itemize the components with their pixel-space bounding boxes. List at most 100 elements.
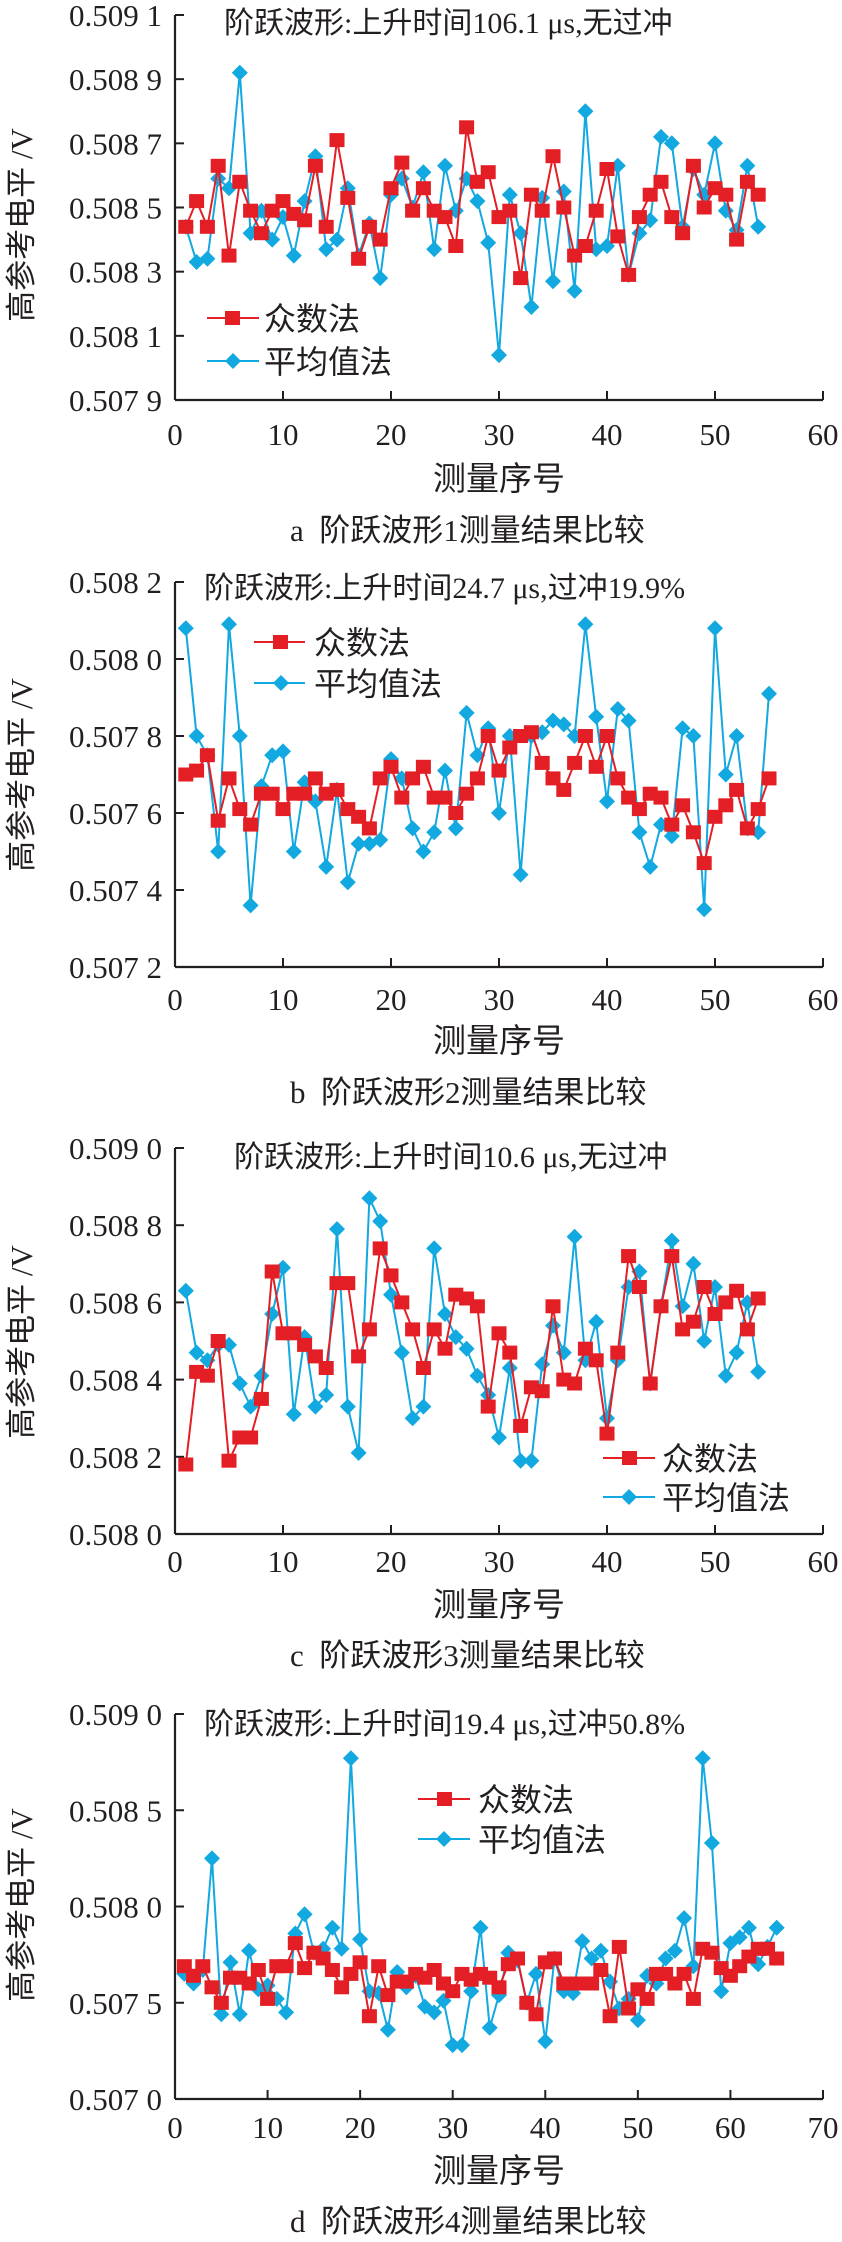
data-point-diamond: [361, 1190, 378, 1207]
data-point-diamond: [694, 1750, 711, 1767]
data-point-diamond: [372, 270, 389, 287]
data-point-diamond: [350, 835, 367, 852]
data-point-square: [437, 210, 453, 225]
axes: 0.507 0 0.507 5 0.508 0 0.508 5 0.509 0 0 10 20…: [69, 1697, 839, 2145]
data-point-square: [275, 194, 291, 209]
data-point-square: [351, 251, 367, 266]
chart-title: 阶跃波形:上升时间106.1 μs,无过冲: [224, 7, 673, 40]
data-point-square: [340, 1276, 356, 1291]
data-point-square: [189, 763, 205, 778]
data-point-diamond: [768, 1919, 785, 1936]
data-point-diamond: [315, 1940, 332, 1957]
data-point-square: [610, 229, 626, 244]
data-point-square: [610, 1345, 626, 1360]
data-point-square: [653, 1299, 669, 1314]
data-point-diamond: [685, 728, 702, 744]
data-point-square: [519, 1995, 535, 2010]
legend-label-mode: 众数法: [478, 1782, 574, 1818]
data-point-square: [599, 1426, 615, 1441]
data-point-diamond: [685, 1255, 702, 1272]
data-point-diamond: [696, 1333, 713, 1349]
data-point-diamond: [480, 1387, 497, 1403]
data-point-diamond: [242, 1398, 259, 1415]
data-point-square: [664, 210, 680, 225]
data-point-square: [199, 1368, 215, 1383]
data-point-diamond: [307, 1398, 324, 1415]
data-point-square: [739, 1322, 755, 1337]
data-point-diamond: [379, 2021, 396, 2038]
data-point-square: [639, 1991, 655, 2006]
data-point-diamond: [463, 1983, 480, 2000]
chart-title: 阶跃波形:上升时间10.6 μs,无过冲: [234, 1141, 668, 1174]
data-point-diamond: [491, 805, 507, 821]
data-point-square: [502, 203, 518, 218]
data-point-square: [210, 158, 226, 173]
legend: 众数法 平均值法: [603, 1441, 790, 1516]
data-point-square: [729, 232, 745, 247]
data-point-square: [394, 1295, 410, 1310]
axes: 0.507 9 0.508 1 0.508 3 0.508 5 0.508 7 0.508…: [69, 0, 839, 452]
y-tick-label: 0.507 0: [69, 2082, 162, 2117]
chart-title: 阶跃波形:上升时间24.7 μs,过冲19.9%: [204, 572, 685, 605]
data-point-square: [199, 748, 215, 763]
y-tick-label: 0.509 0: [69, 1697, 162, 1732]
panel-caption: b 阶跃波形2测量结果比较: [290, 1075, 647, 1110]
x-tick-label: 40: [530, 2110, 561, 2145]
data-point-square: [459, 786, 475, 801]
x-tick-label: 60: [808, 982, 839, 1017]
data-point-square: [577, 729, 593, 743]
data-point-square: [729, 1283, 745, 1298]
x-tick-label: 10: [268, 417, 299, 452]
data-point-diamond: [566, 1228, 583, 1245]
data-point-diamond: [210, 843, 227, 860]
data-point-diamond: [642, 858, 659, 875]
data-point-square: [243, 1430, 259, 1445]
legend: 众数法 平均值法: [254, 625, 442, 702]
data-point-square: [260, 1991, 276, 2006]
legend-marker-mean: [225, 353, 241, 369]
data-point-square: [534, 755, 550, 770]
data-point-square: [599, 729, 615, 743]
data-point-diamond: [663, 135, 680, 152]
data-point-square: [286, 1326, 302, 1341]
data-point-square: [340, 190, 356, 205]
data-point-square: [642, 187, 658, 202]
data-point-diamond: [750, 1363, 767, 1380]
data-point-square: [210, 813, 226, 828]
data-point-square: [297, 1961, 313, 1976]
data-point-diamond: [454, 2037, 470, 2054]
data-point-diamond: [750, 1956, 767, 1973]
data-point-diamond: [707, 620, 723, 637]
data-point-square: [523, 187, 539, 202]
data-point-diamond: [285, 843, 302, 860]
data-point-diamond: [523, 299, 540, 315]
data-point-diamond: [512, 225, 529, 242]
data-point-square: [621, 1249, 637, 1264]
y-tick-label: 0.509 0: [69, 1131, 162, 1166]
data-point-square: [459, 120, 475, 135]
data-point-square: [297, 213, 313, 228]
series-line: [184, 1247, 760, 1465]
data-point-square: [221, 771, 237, 786]
data-point-diamond: [213, 2006, 230, 2023]
legend-label-mode: 众数法: [662, 1441, 758, 1477]
data-point-square: [383, 1268, 399, 1283]
data-point-square: [383, 181, 399, 196]
data-point-diamond: [285, 1406, 302, 1423]
x-tick-label: 50: [700, 982, 731, 1017]
data-point-diamond: [599, 1410, 615, 1427]
data-point-square: [685, 825, 701, 840]
data-point-diamond: [750, 218, 767, 235]
data-point-diamond: [566, 282, 583, 299]
data-point-diamond: [437, 157, 453, 174]
x-tick-label: 50: [700, 417, 731, 452]
data-point-diamond: [565, 1985, 582, 2002]
legend-marker-mean: [436, 1831, 452, 1847]
data-point-diamond: [469, 747, 486, 764]
data-point-square: [685, 158, 701, 173]
legend-marker-mode: [225, 311, 240, 325]
y-tick-label: 0.507 6: [69, 796, 162, 831]
chart-panel-c: 阶跃波形:上升时间10.6 μs,无过冲 高参考电平 /V 测量序号 c 阶跃波…: [0, 1120, 842, 1680]
data-point-square: [243, 817, 259, 832]
data-point-square: [556, 200, 572, 215]
